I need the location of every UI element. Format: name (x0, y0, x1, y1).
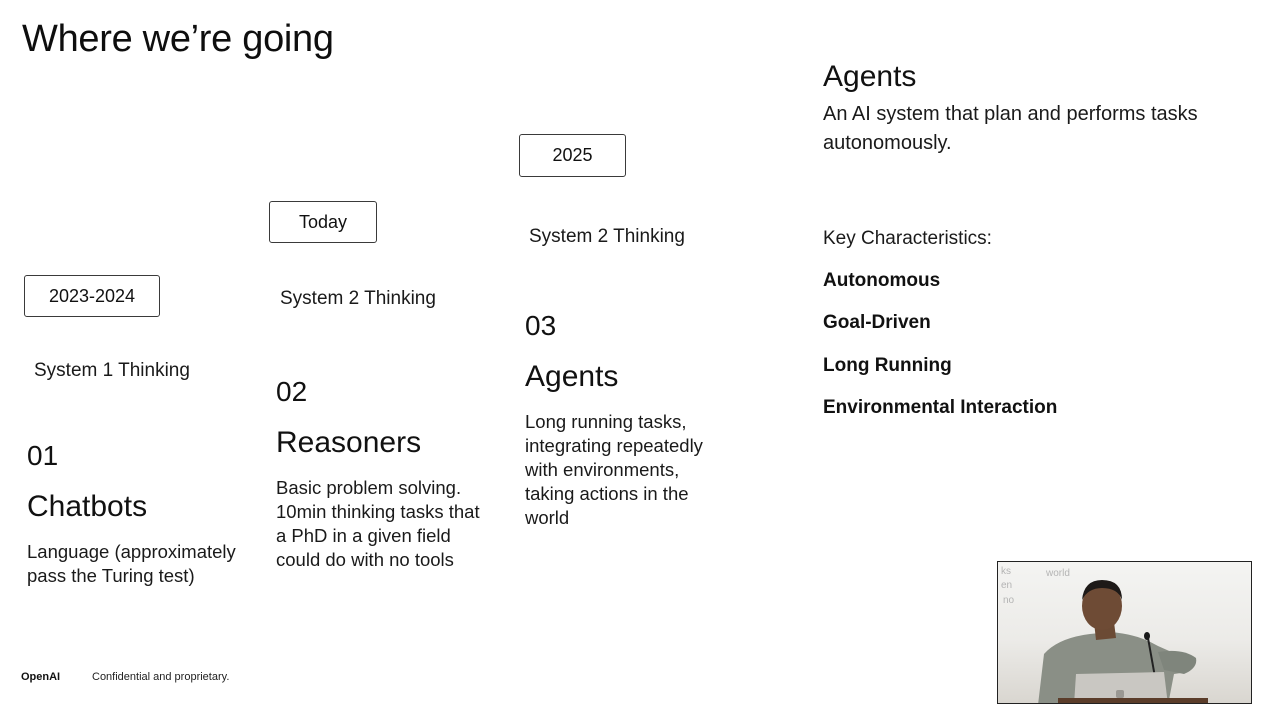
stage-2-title: Reasoners (276, 426, 422, 459)
stage-1-thinking-label: System 1 Thinking (34, 360, 190, 381)
agents-panel-definition: An AI system that plan and performs task… (823, 103, 1198, 154)
stage-1-number: 01 (27, 440, 59, 471)
stage-3-number: 03 (525, 310, 557, 341)
stage-3-thinking-label: System 2 Thinking (529, 226, 685, 247)
video-ghost-text: en (1001, 580, 1013, 591)
key-characteristics-label: Key Characteristics: (823, 228, 992, 249)
characteristic-long-running: Long Running (823, 355, 952, 376)
stage-2-number: 02 (276, 376, 308, 407)
video-ghost-text: ks (1001, 566, 1011, 577)
slide-title: Where we’re going (22, 18, 334, 60)
speaker-video-overlay[interactable]: ks en no world (997, 561, 1252, 704)
stage-2-thinking-label: System 2 Thinking (280, 288, 436, 309)
stage-2-period-badge: Today (269, 201, 377, 243)
speaker-figure (1038, 580, 1208, 703)
stage-1-title: Chatbots (27, 490, 148, 523)
confidential-note: Confidential and proprietary. (92, 671, 230, 683)
characteristic-environmental-interaction: Environmental Interaction (823, 397, 1058, 418)
stage-3-period-badge: 2025 (519, 134, 626, 177)
stage-3-title: Agents (525, 360, 619, 393)
stage-3-description: Long running tasks, integrating repeated… (525, 411, 703, 528)
stage-2-description: Basic problem solving. 10min thinking ta… (276, 477, 480, 570)
stage-1-description: Language (approximately pass the Turing … (27, 541, 236, 586)
agents-panel-heading: Agents (823, 60, 917, 93)
stage-1-period-badge: 2023-2024 (24, 275, 160, 317)
characteristic-autonomous: Autonomous (823, 270, 941, 291)
video-ghost-text: world (1046, 568, 1070, 579)
characteristic-goal-driven: Goal-Driven (823, 312, 931, 333)
openai-logo: OpenAI (21, 671, 61, 683)
video-ghost-text: no (1003, 595, 1015, 606)
